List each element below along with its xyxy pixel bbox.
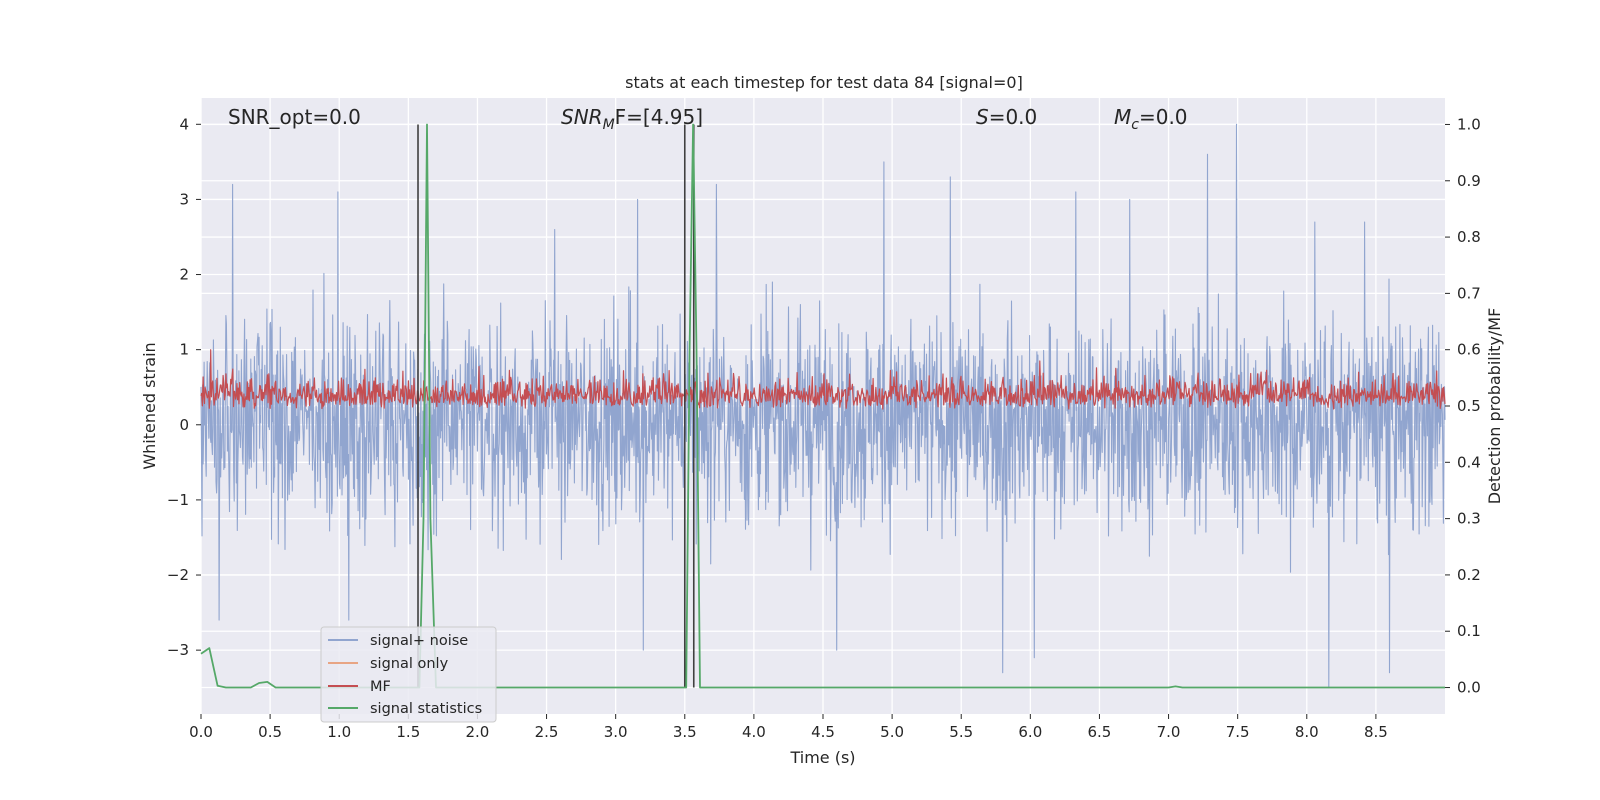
y-ticks-right: 1.0 0.9 0.8 0.7 0.6 0.5 0.4 0.3 0.2 0.1 0.0 bbox=[1445, 115, 1481, 697]
y-tick-label-right: 0.2 bbox=[1457, 566, 1481, 584]
y-tick-label-left: −1 bbox=[167, 491, 189, 509]
x-axis-label: Time (s) bbox=[789, 748, 855, 767]
annotation-s: S=0.0 bbox=[976, 105, 1037, 129]
x-tick-label: 2.0 bbox=[466, 723, 490, 741]
y-tick-label-left: 0 bbox=[179, 416, 189, 434]
y-tick-label-left: 3 bbox=[179, 190, 189, 208]
legend-label-signal-noise: signal+ noise bbox=[370, 633, 468, 649]
y-tick-label-right: 0.6 bbox=[1457, 341, 1481, 359]
annotation-mc-base: M bbox=[1114, 105, 1131, 129]
signal-statistics-line bbox=[200, 123, 1445, 689]
y-tick-label-right: 0.8 bbox=[1457, 228, 1481, 246]
signal-noise-series bbox=[200, 123, 1446, 689]
x-tick-label: 1.0 bbox=[327, 723, 351, 741]
y-tick-label-left: 4 bbox=[179, 115, 189, 133]
annotation-mc: Mc=0.0 bbox=[1114, 105, 1188, 133]
x-tick-label: 4.5 bbox=[811, 723, 835, 741]
x-tick-label: 8.0 bbox=[1295, 723, 1319, 741]
legend-label-signal-only: signal only bbox=[370, 656, 449, 672]
y-tick-label-right: 0.9 bbox=[1457, 172, 1481, 190]
x-tick-label: 5.5 bbox=[949, 723, 973, 741]
x-tick-label: 0.5 bbox=[258, 723, 282, 741]
signal-statistics-series bbox=[200, 123, 1445, 689]
x-tick-label: 6.5 bbox=[1088, 723, 1112, 741]
legend-label-signal-statistics: signal statistics bbox=[370, 701, 482, 717]
x-ticks: 0.0 0.5 1.0 1.5 2.0 2.5 3.0 3.5 4.0 4.5 5.0 5.5 6.0 6… bbox=[189, 714, 1388, 741]
annotation-snr-mf: SNRMF=[4.95] bbox=[561, 105, 703, 133]
x-tick-label: 4.0 bbox=[742, 723, 766, 741]
legend: signal+ noise signal only MF signal stat… bbox=[320, 626, 497, 723]
y-ticks-left: 4 3 2 1 0 −1 −2 −3 bbox=[167, 115, 201, 659]
x-tick-label: 1.5 bbox=[396, 723, 420, 741]
mf-series bbox=[200, 349, 1446, 410]
y-tick-label-left: 2 bbox=[179, 266, 189, 284]
x-tick-label: 7.5 bbox=[1226, 723, 1250, 741]
annotation-snr-opt: SNR_opt=0.0 bbox=[228, 105, 361, 129]
y-tick-label-right: 0.0 bbox=[1457, 679, 1481, 697]
x-tick-label: 3.5 bbox=[673, 723, 697, 741]
y-tick-label-left: 1 bbox=[179, 341, 189, 359]
y-tick-label-right: 0.4 bbox=[1457, 453, 1481, 471]
annotation-snr-mf-sub: M bbox=[603, 117, 615, 133]
x-tick-label: 6.0 bbox=[1018, 723, 1042, 741]
annotation-mc-sub: c bbox=[1131, 117, 1139, 133]
x-tick-label: 3.0 bbox=[604, 723, 628, 741]
y-tick-label-left: −3 bbox=[167, 641, 189, 659]
annotation-s-value: =0.0 bbox=[989, 105, 1038, 129]
legend-label-mf: MF bbox=[370, 679, 391, 695]
y-tick-label-right: 0.1 bbox=[1457, 622, 1481, 640]
legend-frame bbox=[320, 626, 497, 723]
chart-title: stats at each timestep for test data 84 … bbox=[625, 73, 1023, 92]
y-axis-label-right: Detection probability/MF bbox=[1485, 308, 1504, 505]
annotation-snr-mf-base: SNR bbox=[561, 105, 603, 129]
annotation-s-label: S bbox=[976, 105, 989, 129]
y-tick-label-right: 0.3 bbox=[1457, 510, 1481, 528]
annotation-snr-mf-rest: F=[4.95] bbox=[615, 105, 703, 129]
mf-line bbox=[200, 349, 1446, 410]
x-tick-label: 2.5 bbox=[535, 723, 559, 741]
y-tick-label-right: 0.7 bbox=[1457, 284, 1481, 302]
y-axis-label-left: Whitened strain bbox=[140, 342, 159, 469]
x-tick-label: 8.5 bbox=[1364, 723, 1388, 741]
x-tick-label: 0.0 bbox=[189, 723, 213, 741]
annotation-mc-value: =0.0 bbox=[1139, 105, 1188, 129]
y-tick-label-right: 1.0 bbox=[1457, 115, 1481, 133]
x-tick-label: 5.0 bbox=[880, 723, 904, 741]
signal-noise-line bbox=[200, 123, 1446, 689]
y-tick-label-right: 0.5 bbox=[1457, 397, 1481, 415]
y-tick-label-left: −2 bbox=[167, 566, 189, 584]
x-tick-label: 7.0 bbox=[1157, 723, 1181, 741]
